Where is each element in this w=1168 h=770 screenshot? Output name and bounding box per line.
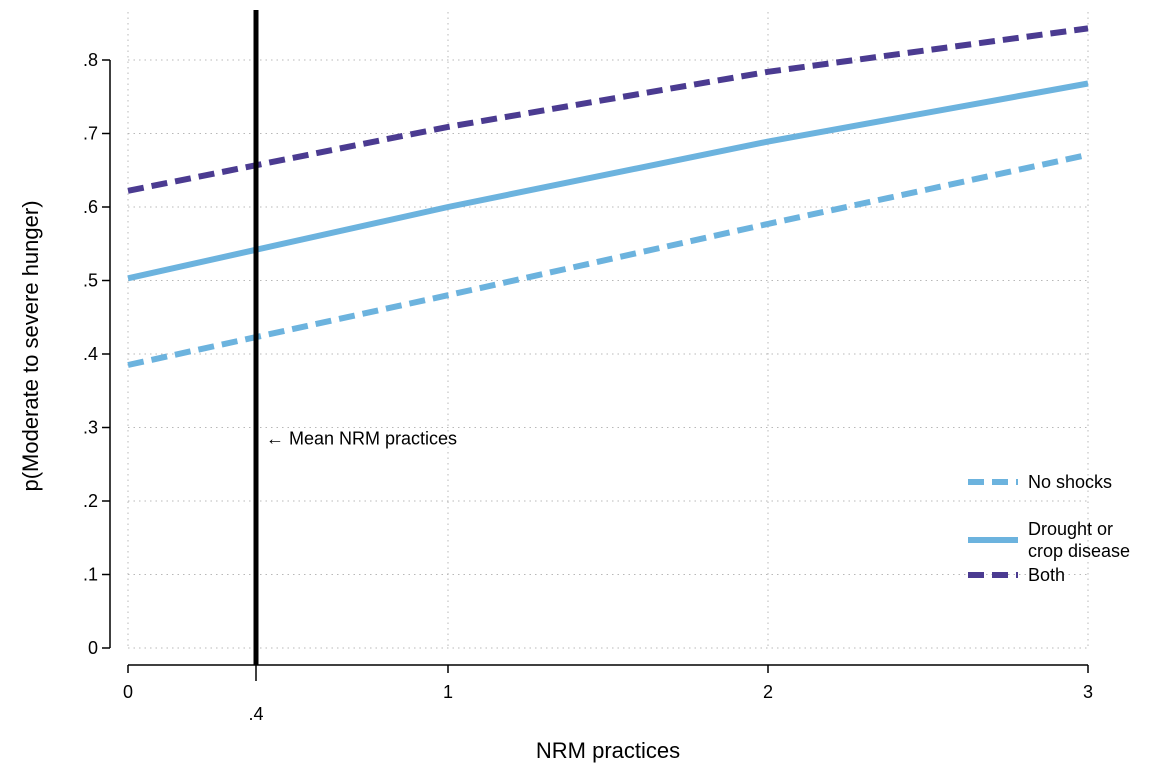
reference-line-group: ← Mean NRM practices (253, 10, 457, 665)
y-axis-title: p(Moderate to severe hunger) (18, 200, 43, 491)
mean-annotation: ← Mean NRM practices (266, 429, 457, 449)
series-line-2 (127, 80, 1089, 282)
series-line-1 (127, 151, 1089, 368)
legend-label-2: Drought or crop disease (1028, 519, 1130, 561)
y-axis-ticks: 0 .1 .2 .3 .4 .5 .6 .7 .8 (83, 50, 110, 658)
y-tick-label: .2 (83, 491, 98, 511)
x-axis-title: NRM practices (536, 738, 680, 763)
axes: 0 .1 .2 .3 .4 .5 .6 .7 .8 0 .4 1 2 3 (83, 50, 1093, 724)
x-tick-label: 2 (763, 682, 773, 702)
y-tick-label: 0 (88, 638, 98, 658)
y-tick-label: .6 (83, 197, 98, 217)
gridlines (127, 12, 1089, 649)
y-tick-label: .1 (83, 565, 98, 585)
series-line-3 (127, 25, 1089, 194)
y-tick-label: .5 (83, 271, 98, 291)
x-tick-label: 1 (443, 682, 453, 702)
legend: No shocks Drought or crop disease Both (968, 472, 1130, 585)
legend-label-1: No shocks (1028, 472, 1112, 492)
y-tick-label: .4 (83, 344, 98, 364)
x-axis-ticks: 0 .4 1 2 3 (123, 665, 1093, 724)
legend-label-3: Both (1028, 565, 1065, 585)
series-lines (127, 25, 1089, 368)
x-tick-label: 0 (123, 682, 133, 702)
x-tick-label: 3 (1083, 682, 1093, 702)
x-tick-label: .4 (248, 704, 263, 724)
y-tick-label: .8 (83, 50, 98, 70)
y-tick-label: .7 (83, 124, 98, 144)
y-tick-label: .3 (83, 418, 98, 438)
